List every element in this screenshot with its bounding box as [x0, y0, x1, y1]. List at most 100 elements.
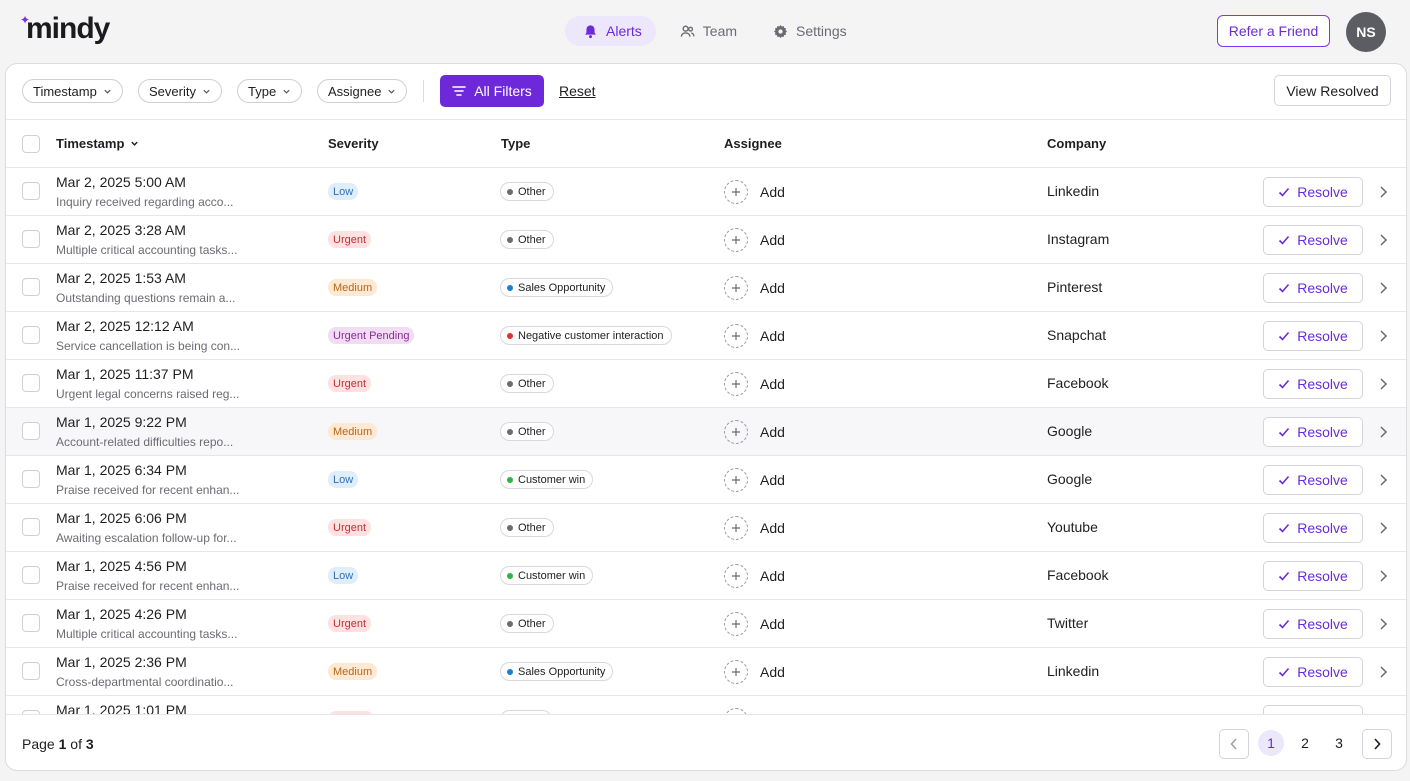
table-row[interactable]: Mar 2, 2025 5:00 AM Inquiry received rega…	[6, 168, 1406, 216]
page-1-button[interactable]: 1	[1258, 730, 1284, 756]
add-assignee-button[interactable]: Add	[724, 564, 785, 588]
resolve-button[interactable]: Resolve	[1263, 321, 1363, 351]
row-checkbox[interactable]	[22, 230, 40, 248]
view-resolved-button[interactable]: View Resolved	[1274, 75, 1391, 106]
filter-assignee[interactable]: Assignee	[317, 79, 408, 103]
add-assignee-button[interactable]: Add	[724, 612, 785, 636]
nav-team-label: Team	[702, 23, 738, 39]
add-assignee-button[interactable]: Add	[724, 180, 785, 204]
chevron-right-icon[interactable]	[1378, 329, 1388, 343]
add-assignee-button[interactable]: Add	[724, 708, 785, 714]
table-row[interactable]: Mar 1, 2025 6:06 PM Awaiting escalation f…	[6, 504, 1406, 552]
add-assignee-button[interactable]: Add	[724, 660, 785, 684]
chevron-right-icon[interactable]	[1378, 281, 1388, 295]
resolve-label: Resolve	[1297, 568, 1348, 584]
resolve-button[interactable]: Resolve	[1263, 561, 1363, 591]
add-assignee-button[interactable]: Add	[724, 516, 785, 540]
reset-link[interactable]: Reset	[559, 83, 596, 99]
row-checkbox[interactable]	[22, 470, 40, 488]
page-2-button[interactable]: 2	[1301, 735, 1309, 751]
add-assignee-button[interactable]: Add	[724, 420, 785, 444]
col-timestamp[interactable]: Timestamp	[56, 136, 139, 151]
page-3-button[interactable]: 3	[1335, 735, 1343, 751]
row-checkbox[interactable]	[22, 566, 40, 584]
alert-timestamp: Mar 1, 2025 4:56 PM	[56, 558, 187, 574]
table-row[interactable]: Mar 2, 2025 1:53 AM Outstanding questions…	[6, 264, 1406, 312]
nav-team[interactable]: Team	[662, 16, 749, 46]
resolve-button[interactable]: Resolve	[1263, 705, 1363, 714]
row-checkbox[interactable]	[22, 278, 40, 296]
nav-alerts[interactable]: Alerts	[565, 16, 656, 46]
resolve-label: Resolve	[1297, 616, 1348, 632]
next-page-button[interactable]	[1362, 729, 1392, 759]
plus-icon	[724, 276, 748, 300]
nav-settings[interactable]: Settings	[755, 16, 859, 46]
col-type: Type	[501, 136, 531, 151]
resolve-button[interactable]: Resolve	[1263, 177, 1363, 207]
chevron-right-icon[interactable]	[1378, 425, 1388, 439]
resolve-button[interactable]: Resolve	[1263, 609, 1363, 639]
resolve-button[interactable]: Resolve	[1263, 273, 1363, 303]
resolve-label: Resolve	[1297, 280, 1348, 296]
alert-description: Multiple critical accounting tasks...	[56, 243, 238, 257]
table-row[interactable]: Mar 1, 2025 1:01 PM Add Resolve	[6, 696, 1406, 714]
chevron-right-icon[interactable]	[1378, 185, 1388, 199]
table-row[interactable]: Mar 2, 2025 3:28 AM Multiple critical acc…	[6, 216, 1406, 264]
chevron-right-icon[interactable]	[1378, 617, 1388, 631]
row-checkbox[interactable]	[22, 614, 40, 632]
table-row[interactable]: Mar 1, 2025 6:34 PM Praise received for r…	[6, 456, 1406, 504]
chevron-right-icon[interactable]	[1378, 377, 1388, 391]
table-row[interactable]: Mar 2, 2025 12:12 AM Service cancellation…	[6, 312, 1406, 360]
filter-type[interactable]: Type	[237, 79, 303, 103]
table-row[interactable]: Mar 1, 2025 11:37 PM Urgent legal concern…	[6, 360, 1406, 408]
add-assignee-button[interactable]: Add	[724, 468, 785, 492]
resolve-button[interactable]: Resolve	[1263, 657, 1363, 687]
add-assignee-button[interactable]: Add	[724, 228, 785, 252]
chevron-right-icon[interactable]	[1378, 473, 1388, 487]
prev-page-button[interactable]	[1219, 729, 1249, 759]
add-assignee-button[interactable]: Add	[724, 324, 785, 348]
table-row[interactable]: Mar 1, 2025 9:22 PM Account-related diffi…	[6, 408, 1406, 456]
row-checkbox[interactable]	[22, 710, 40, 714]
row-checkbox[interactable]	[22, 518, 40, 536]
add-assignee-button[interactable]: Add	[724, 276, 785, 300]
resolve-button[interactable]: Resolve	[1263, 465, 1363, 495]
select-all-checkbox[interactable]	[22, 135, 40, 153]
company-name: Google	[1047, 471, 1093, 487]
chevron-right-icon[interactable]	[1378, 665, 1388, 679]
table-row[interactable]: Mar 1, 2025 2:36 PM Cross-departmental co…	[6, 648, 1406, 696]
refer-friend-button[interactable]: Refer a Friend	[1217, 15, 1330, 47]
alert-timestamp: Mar 1, 2025 11:37 PM	[56, 366, 194, 382]
resolve-button[interactable]: Resolve	[1263, 225, 1363, 255]
filter-timestamp[interactable]: Timestamp	[22, 79, 123, 103]
severity-badge: Medium	[328, 279, 378, 296]
alert-timestamp: Mar 1, 2025 2:36 PM	[56, 654, 187, 670]
resolve-button[interactable]: Resolve	[1263, 417, 1363, 447]
mindy-logo[interactable]: ✦ mindy	[20, 12, 110, 45]
row-checkbox[interactable]	[22, 662, 40, 680]
chevron-right-icon[interactable]	[1378, 569, 1388, 583]
row-checkbox[interactable]	[22, 422, 40, 440]
type-badge: Customer win	[500, 470, 594, 489]
severity-badge: Urgent Pending	[328, 327, 415, 344]
plus-icon	[724, 660, 748, 684]
row-checkbox[interactable]	[22, 374, 40, 392]
resolve-button[interactable]: Resolve	[1263, 369, 1363, 399]
chevron-right-icon[interactable]	[1378, 521, 1388, 535]
table-row[interactable]: Mar 1, 2025 4:26 PM Multiple critical acc…	[6, 600, 1406, 648]
filter-bar: Timestamp Severity Type Assignee All Fil…	[6, 64, 1406, 120]
check-icon	[1279, 187, 1290, 197]
user-avatar[interactable]: NS	[1346, 12, 1386, 52]
add-assignee-button[interactable]: Add	[724, 372, 785, 396]
filter-severity[interactable]: Severity	[138, 79, 222, 103]
resolve-label: Resolve	[1297, 712, 1348, 714]
resolve-button[interactable]: Resolve	[1263, 513, 1363, 543]
row-checkbox[interactable]	[22, 326, 40, 344]
chevron-right-icon[interactable]	[1378, 233, 1388, 247]
all-filters-button[interactable]: All Filters	[440, 75, 544, 107]
table-row[interactable]: Mar 1, 2025 4:56 PM Praise received for r…	[6, 552, 1406, 600]
row-checkbox[interactable]	[22, 182, 40, 200]
severity-badge: Low	[328, 471, 359, 488]
alert-description: Cross-departmental coordinatio...	[56, 675, 234, 689]
add-assignee-label: Add	[760, 424, 785, 440]
